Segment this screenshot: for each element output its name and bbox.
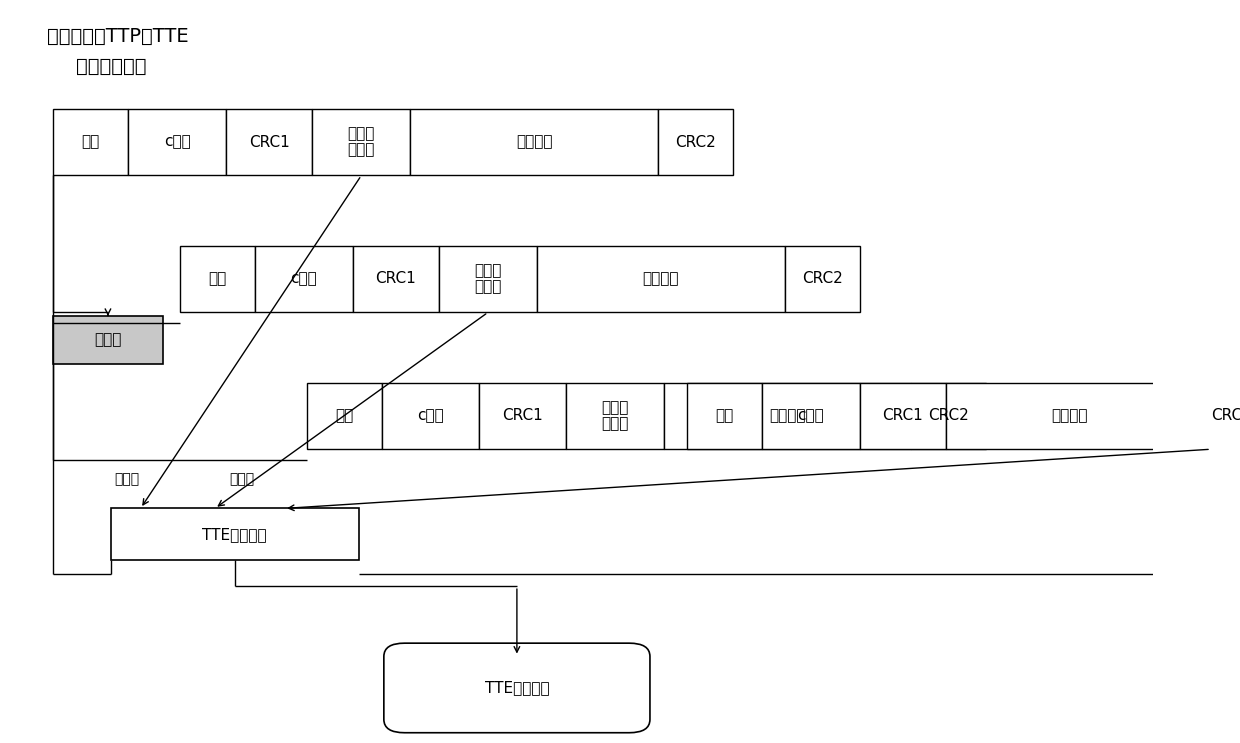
Text: 应用消息: 应用消息 xyxy=(516,134,553,149)
Text: CRC2: CRC2 xyxy=(1210,409,1240,424)
Bar xyxy=(110,508,358,560)
Text: 重组点: 重组点 xyxy=(114,472,139,486)
Text: CRC1: CRC1 xyxy=(502,409,543,424)
Text: 帧头: 帧头 xyxy=(82,134,99,149)
Bar xyxy=(1194,383,1240,450)
Bar xyxy=(480,383,565,450)
Text: c状态: c状态 xyxy=(417,409,444,424)
Text: 协议转化示意: 协议转化示意 xyxy=(77,57,146,76)
Bar xyxy=(946,383,1194,450)
Text: 通信信息由TTP到TTE: 通信信息由TTP到TTE xyxy=(47,27,188,46)
Bar xyxy=(410,108,658,175)
Text: 帧头: 帧头 xyxy=(715,409,733,424)
FancyBboxPatch shape xyxy=(384,643,650,733)
Bar xyxy=(128,108,226,175)
Text: TTE应用消息: TTE应用消息 xyxy=(202,527,267,542)
Bar xyxy=(761,383,859,450)
Text: c状态: c状态 xyxy=(797,409,825,424)
Text: TTE应用消息: TTE应用消息 xyxy=(485,681,549,695)
Bar xyxy=(911,383,986,450)
Text: 重组点: 重组点 xyxy=(229,472,254,486)
Bar xyxy=(53,316,162,364)
Bar xyxy=(306,383,382,450)
Bar xyxy=(859,383,946,450)
Bar xyxy=(537,246,785,312)
Bar xyxy=(312,108,410,175)
Text: CRC2: CRC2 xyxy=(929,409,970,424)
Bar xyxy=(565,383,663,450)
Bar xyxy=(687,383,761,450)
Text: 应用消息: 应用消息 xyxy=(769,409,806,424)
Text: c状态: c状态 xyxy=(164,134,191,149)
Text: c状态: c状态 xyxy=(290,271,317,287)
Bar xyxy=(226,108,312,175)
Text: 应用消息: 应用消息 xyxy=(1052,409,1089,424)
Bar xyxy=(255,246,352,312)
Text: 应用消息: 应用消息 xyxy=(642,271,680,287)
Text: 协议转
化信息: 协议转 化信息 xyxy=(601,400,629,432)
Text: 协议转
化信息: 协议转 化信息 xyxy=(475,263,502,294)
Bar xyxy=(53,108,128,175)
Bar xyxy=(382,383,480,450)
Text: 帧重组: 帧重组 xyxy=(94,333,122,348)
Bar xyxy=(658,108,733,175)
Text: CRC1: CRC1 xyxy=(883,409,924,424)
Bar xyxy=(352,246,439,312)
Text: 协议转
化信息: 协议转 化信息 xyxy=(347,126,374,158)
Text: CRC1: CRC1 xyxy=(376,271,417,287)
Bar xyxy=(439,246,537,312)
Text: 帧头: 帧头 xyxy=(208,271,227,287)
Bar xyxy=(180,246,255,312)
Text: 帧头: 帧头 xyxy=(335,409,353,424)
Text: CRC2: CRC2 xyxy=(675,134,715,149)
Text: CRC1: CRC1 xyxy=(249,134,290,149)
Bar xyxy=(785,246,859,312)
Bar xyxy=(663,383,911,450)
Text: CRC2: CRC2 xyxy=(802,271,842,287)
